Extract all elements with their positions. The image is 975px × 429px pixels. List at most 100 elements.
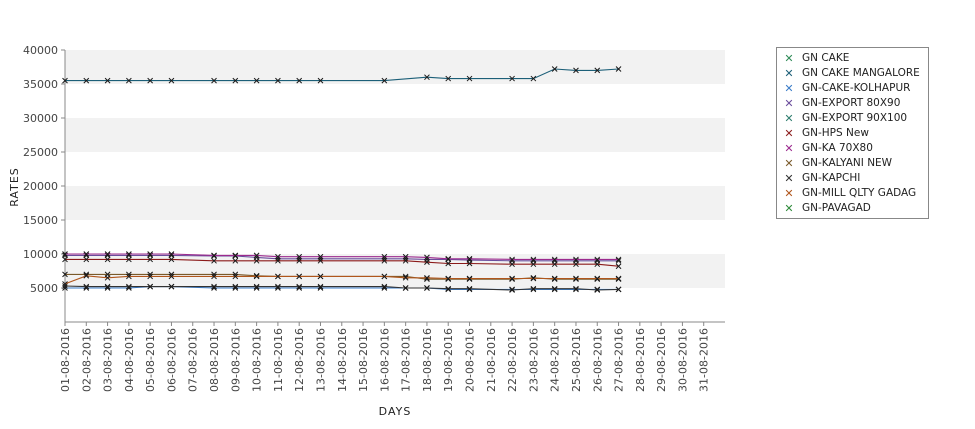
grid-band <box>65 50 725 84</box>
data-point <box>551 285 558 292</box>
data-point <box>424 285 430 291</box>
data-point <box>551 256 558 263</box>
legend-label: GN CAKE MANGALORE <box>802 67 920 79</box>
data-point <box>594 67 601 74</box>
data-point <box>381 77 388 84</box>
x-tick-label: 22-08-2016 <box>506 328 519 392</box>
data-point <box>253 77 260 84</box>
data-point <box>296 253 303 260</box>
data-point <box>126 77 132 84</box>
series-line <box>65 68 619 82</box>
data-point <box>104 274 111 281</box>
data-point <box>275 273 281 280</box>
data-point <box>530 256 537 263</box>
legend-label: GN-KALYANI NEW <box>802 157 893 169</box>
legend-label: GN-KAPCHI <box>802 172 861 184</box>
legend-marker-icon: ✕ <box>784 127 794 140</box>
data-point <box>168 77 175 84</box>
x-tick-label: 17-08-2016 <box>400 328 413 392</box>
plot-background-bands <box>65 50 725 322</box>
grid-band <box>65 220 725 254</box>
legend-entry: ✕ GN-EXPORT 80X90 <box>777 96 928 111</box>
legend-entry: ✕ GN-MILL QLTY GADAG <box>777 186 928 201</box>
data-point <box>232 257 239 264</box>
y-tick-label: 30000 <box>23 112 58 125</box>
series-gn-hps-new <box>62 256 622 270</box>
legend-marker-icon: ✕ <box>784 82 794 95</box>
data-point <box>275 253 281 260</box>
data-point <box>211 252 217 259</box>
data-point <box>168 283 175 290</box>
x-tick-label: 30-08-2016 <box>676 328 689 392</box>
legend-entry: ✕ GN-HPS New <box>777 126 928 141</box>
y-tick-label: 20000 <box>23 180 58 193</box>
legend-label: GN-EXPORT 80X90 <box>802 97 901 109</box>
data-point <box>62 251 68 257</box>
data-point <box>147 77 154 84</box>
data-point <box>573 261 579 268</box>
legend-entry: ✕ GN-KALYANI NEW <box>777 156 928 171</box>
data-point <box>232 252 239 259</box>
series-gn-ka-70x80 <box>62 251 622 263</box>
data-point <box>594 287 601 293</box>
data-point <box>232 283 239 290</box>
data-point <box>253 283 260 290</box>
data-point <box>275 77 281 84</box>
legend-entry: ✕ GN-KAPCHI <box>777 171 928 186</box>
x-tick-label: 14-08-2016 <box>336 328 349 392</box>
series-gn-mill-qlty-gadag <box>62 272 622 287</box>
data-point <box>530 285 537 292</box>
data-point <box>104 256 111 263</box>
data-point <box>509 261 515 268</box>
legend-marker-icon: ✕ <box>784 157 794 170</box>
x-tick-label: 24-08-2016 <box>549 328 562 392</box>
x-tick-label: 18-08-2016 <box>421 328 434 392</box>
data-point <box>402 253 409 260</box>
data-point <box>126 251 132 257</box>
data-point <box>445 285 452 292</box>
data-point <box>509 256 515 263</box>
x-tick-label: 06-08-2016 <box>165 328 178 392</box>
x-tick-label: 26-08-2016 <box>591 328 604 392</box>
data-point <box>275 257 281 264</box>
legend-marker-icon: ✕ <box>784 67 794 80</box>
legend-label: GN-EXPORT 90X100 <box>802 112 908 124</box>
x-axis-title: DAYS <box>379 405 412 418</box>
data-point <box>530 261 537 268</box>
x-tick-label: 02-08-2016 <box>80 328 93 392</box>
data-point <box>126 283 132 290</box>
x-tick-label: 25-08-2016 <box>570 328 583 392</box>
legend-entry: ✕ GN CAKE <box>777 51 928 66</box>
data-point <box>615 275 622 282</box>
legend-marker-icon: ✕ <box>784 112 794 125</box>
data-point <box>509 275 515 282</box>
legend-entry: ✕ GN-PAVAGAD <box>777 201 928 216</box>
x-tick-label: 20-08-2016 <box>464 328 477 392</box>
data-point <box>594 261 601 268</box>
data-point <box>317 77 324 84</box>
data-point <box>211 273 217 280</box>
data-point <box>83 77 90 84</box>
data-point <box>317 273 324 280</box>
legend-label: GN-PAVAGAD <box>802 202 871 214</box>
legend-label: GN-KA 70X80 <box>802 142 873 154</box>
x-tick-label: 05-08-2016 <box>144 328 157 392</box>
data-point <box>573 256 579 263</box>
legend-marker-icon: ✕ <box>784 97 794 110</box>
data-point <box>62 256 68 263</box>
data-point <box>445 260 452 267</box>
grid-band <box>65 288 725 322</box>
chart-legend: ✕ GN CAKE ✕ GN CAKE MANGALORE ✕ GN-CAKE-KOLHA… <box>776 47 929 219</box>
data-point <box>62 283 68 289</box>
x-tick-label: 31-08-2016 <box>698 328 711 392</box>
data-point <box>445 275 452 282</box>
data-point <box>83 272 90 279</box>
legend-label: GN-HPS New <box>802 127 869 139</box>
y-tick-label: 5000 <box>30 282 58 295</box>
data-point <box>317 257 324 264</box>
data-point <box>147 251 154 257</box>
data-point <box>424 274 430 281</box>
legend-marker-icon: ✕ <box>784 187 794 200</box>
data-point <box>402 257 409 264</box>
data-point <box>530 275 537 282</box>
